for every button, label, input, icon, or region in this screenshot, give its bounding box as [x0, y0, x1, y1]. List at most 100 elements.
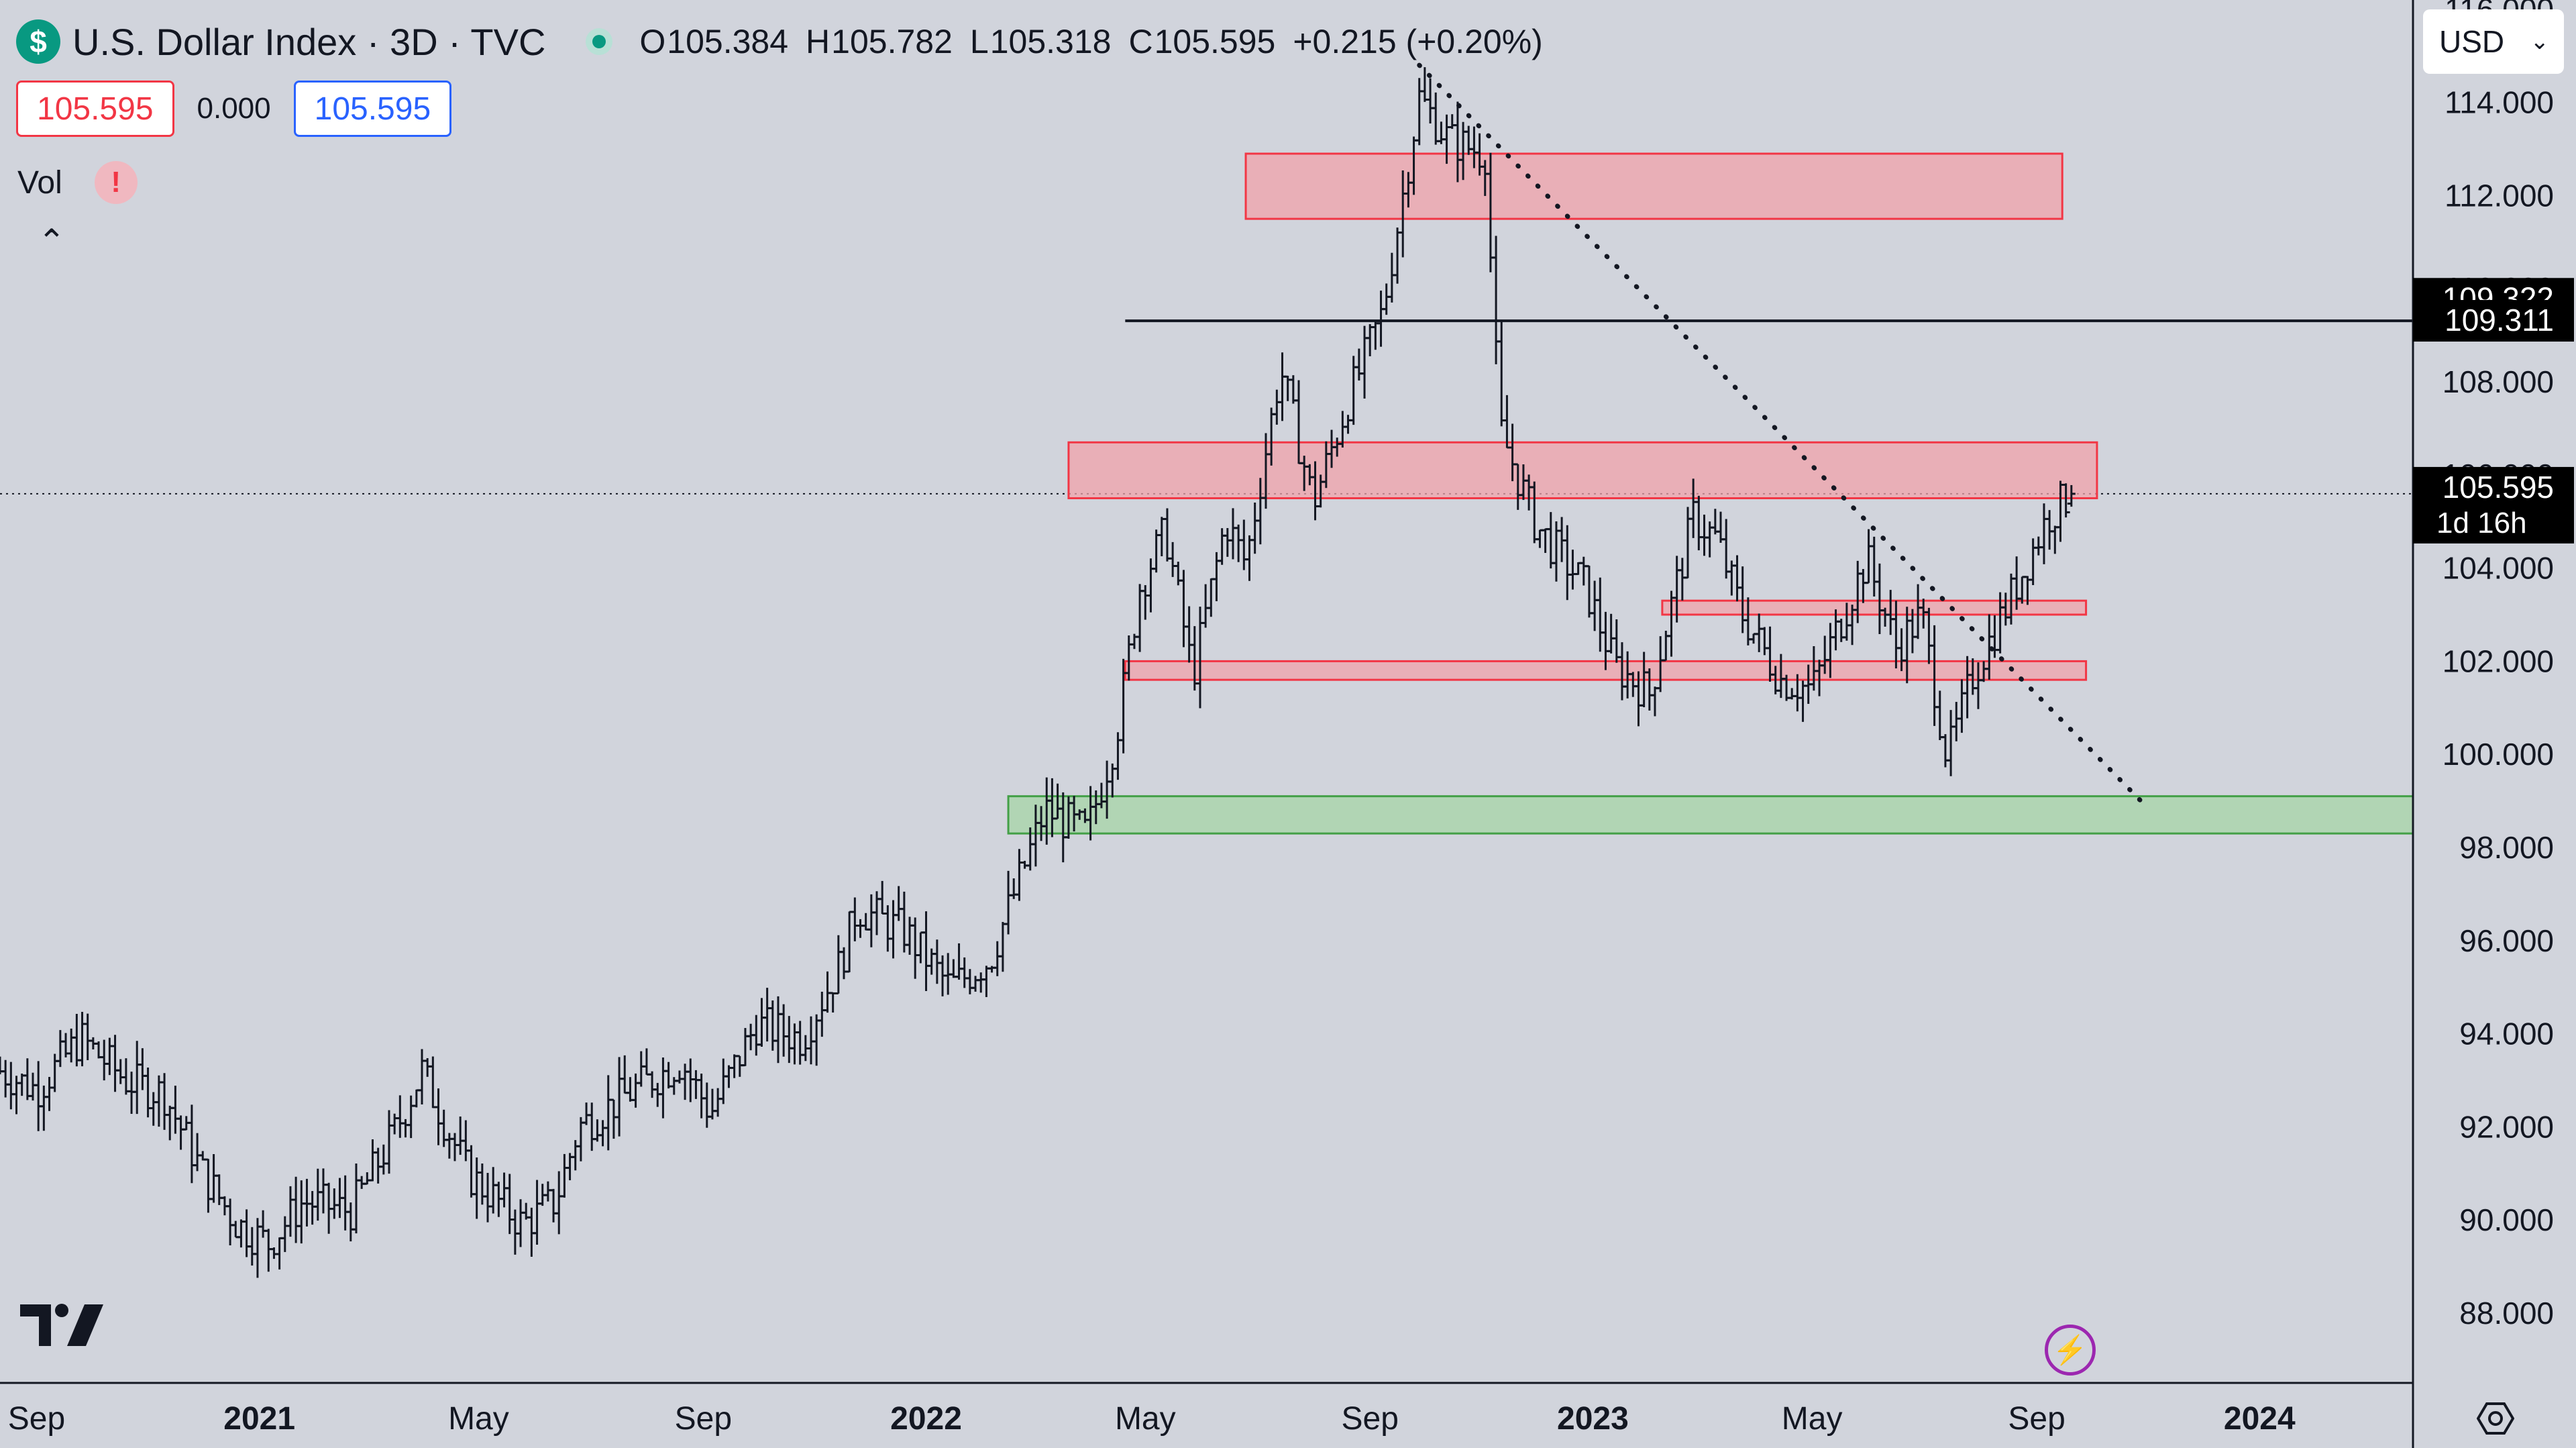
low-value: 105.318	[989, 23, 1112, 60]
ohlc-bar	[264, 1229, 273, 1272]
ohlc-bar	[1382, 283, 1391, 315]
ohlc-bar	[648, 1071, 657, 1098]
ohlc-bar	[1004, 870, 1013, 935]
ohlc-bar	[818, 991, 826, 1037]
warning-icon[interactable]: !	[94, 161, 138, 204]
countdown-label: 1d 16h	[2436, 507, 2527, 539]
ohlc-bar	[133, 1041, 142, 1115]
ohlc-bar	[275, 1237, 284, 1270]
time-tick-label: Sep	[1341, 1401, 1398, 1437]
ohlc-bar	[352, 1163, 360, 1234]
ohlc-bar	[1536, 529, 1544, 548]
ohlc-bar	[1201, 584, 1210, 628]
currency-value: USD	[2439, 24, 2505, 59]
ohlc-bar	[1650, 686, 1659, 717]
ohlc-bar	[971, 976, 980, 992]
ohlc-bar	[659, 1057, 667, 1119]
ohlc-bar	[67, 1028, 76, 1063]
ohlc-bar	[609, 1098, 618, 1139]
price-tick-label: 92.000	[2459, 1109, 2554, 1144]
ohlc-bar	[1234, 524, 1243, 562]
ohlc-bar	[462, 1120, 470, 1161]
ohlc-bar	[1448, 114, 1456, 130]
ohlc-bar	[1207, 578, 1216, 617]
ohlc-bar	[1377, 291, 1385, 347]
ohlc-values: O105.384 H105.782 L105.318 C105.595 +0.2…	[639, 22, 1542, 61]
ohlc-bar	[1146, 558, 1155, 613]
ohlc-bar	[692, 1070, 700, 1099]
close-key: C	[1128, 23, 1153, 60]
high-value: 105.782	[831, 23, 953, 60]
tradingview-logo[interactable]	[20, 1302, 105, 1349]
ohlc-bar	[889, 900, 898, 959]
sell-button[interactable]: 105.595	[16, 81, 174, 137]
ohlc-bar	[1579, 556, 1588, 586]
ohlc-bar	[1596, 577, 1605, 652]
ohlc-bar	[1678, 558, 1686, 601]
settings-icon[interactable]	[2477, 1400, 2514, 1437]
ohlc-bar	[346, 1202, 355, 1242]
ohlc-bar	[1925, 607, 1933, 664]
ohlc-bar	[1799, 680, 1807, 722]
close-value: 105.595	[1154, 23, 1276, 60]
ohlc-bar	[1289, 375, 1297, 404]
ohlc-bar	[149, 1092, 158, 1126]
ohlc-bar	[1218, 528, 1226, 565]
ohlc-bar	[40, 1085, 48, 1131]
symbol-title[interactable]: U.S. Dollar Index · 3D · TVC	[72, 20, 546, 63]
ohlc-bar	[303, 1178, 311, 1227]
ohlc-bar	[560, 1153, 569, 1198]
ohlc-bar	[1015, 849, 1024, 901]
ohlc-bar	[669, 1077, 678, 1095]
ohlc-bar	[851, 897, 859, 941]
ohlc-bar	[1941, 734, 1949, 768]
buy-button[interactable]: 105.595	[293, 81, 452, 137]
time-tick-label: May	[448, 1401, 509, 1437]
ohlc-bar	[1223, 527, 1232, 557]
ohlc-bar	[927, 948, 936, 975]
ohlc-bar	[922, 911, 930, 991]
ohlc-bar	[900, 891, 908, 953]
ohlc-bar	[637, 1051, 645, 1087]
ohlc-bar	[1464, 125, 1473, 155]
volume-label[interactable]: Vol	[17, 164, 62, 201]
ohlc-bar	[292, 1176, 301, 1243]
ohlc-bar	[1393, 227, 1402, 284]
ohlc-bar	[1163, 508, 1171, 562]
ohlc-bar	[834, 935, 843, 994]
ohlc-bar	[773, 996, 782, 1064]
ohlc-bar	[796, 1021, 804, 1065]
ohlc-bar	[176, 1115, 185, 1150]
ohlc-bar	[313, 1168, 322, 1221]
ohlc-bar	[1503, 395, 1511, 449]
ohlc-bar	[752, 1015, 761, 1056]
ohlc-bar	[1179, 570, 1188, 648]
ohlc-bar	[396, 1095, 405, 1138]
chevron-up-icon[interactable]: ⌃	[38, 223, 66, 260]
ohlc-bar	[1733, 555, 1741, 602]
price-tick-label: 100.000	[2443, 737, 2554, 772]
ohlc-bar	[1859, 569, 1868, 603]
ohlc-bar	[29, 1072, 38, 1101]
currency-select[interactable]: USD ⌄	[2423, 9, 2564, 74]
drawings-layer	[1125, 62, 2413, 804]
high-key: H	[806, 23, 830, 60]
flash-icon[interactable]: ⚡	[2045, 1325, 2096, 1376]
ohlc-bar	[297, 1180, 306, 1244]
price-tick-label: 98.000	[2459, 830, 2554, 865]
ohlc-bar	[116, 1059, 125, 1084]
ohlc-bar	[2061, 483, 2070, 518]
ohlc-bar	[319, 1168, 327, 1214]
ohlc-bar	[401, 1119, 410, 1138]
ohlc-bar	[1990, 615, 1999, 658]
ohlc-bar	[511, 1209, 519, 1255]
ohlc-bar	[932, 939, 941, 984]
ohlc-bar	[500, 1172, 508, 1208]
ohlc-bar	[1, 1059, 10, 1098]
price-tick-label: 94.000	[2459, 1017, 2554, 1051]
ohlc-bar	[878, 880, 887, 915]
ohlc-bar	[1366, 324, 1375, 356]
ohlc-bar	[1750, 633, 1758, 644]
ohlc-bar	[1437, 121, 1446, 144]
